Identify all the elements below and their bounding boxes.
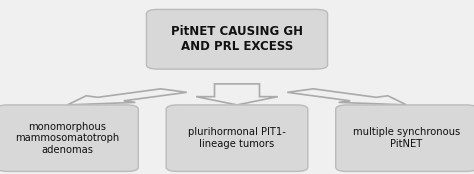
FancyBboxPatch shape [0,105,138,171]
Text: monomorphous
mammosomatotroph
adenomas: monomorphous mammosomatotroph adenomas [15,122,119,155]
Text: PitNET CAUSING GH
AND PRL EXCESS: PitNET CAUSING GH AND PRL EXCESS [171,25,303,53]
Text: plurihormonal PIT1-
lineage tumors: plurihormonal PIT1- lineage tumors [188,127,286,149]
FancyBboxPatch shape [146,9,328,69]
FancyBboxPatch shape [166,105,308,171]
FancyBboxPatch shape [336,105,474,171]
Text: multiple synchronous
PitNET: multiple synchronous PitNET [353,127,460,149]
Polygon shape [287,89,407,105]
Polygon shape [67,89,187,105]
Polygon shape [196,84,278,105]
